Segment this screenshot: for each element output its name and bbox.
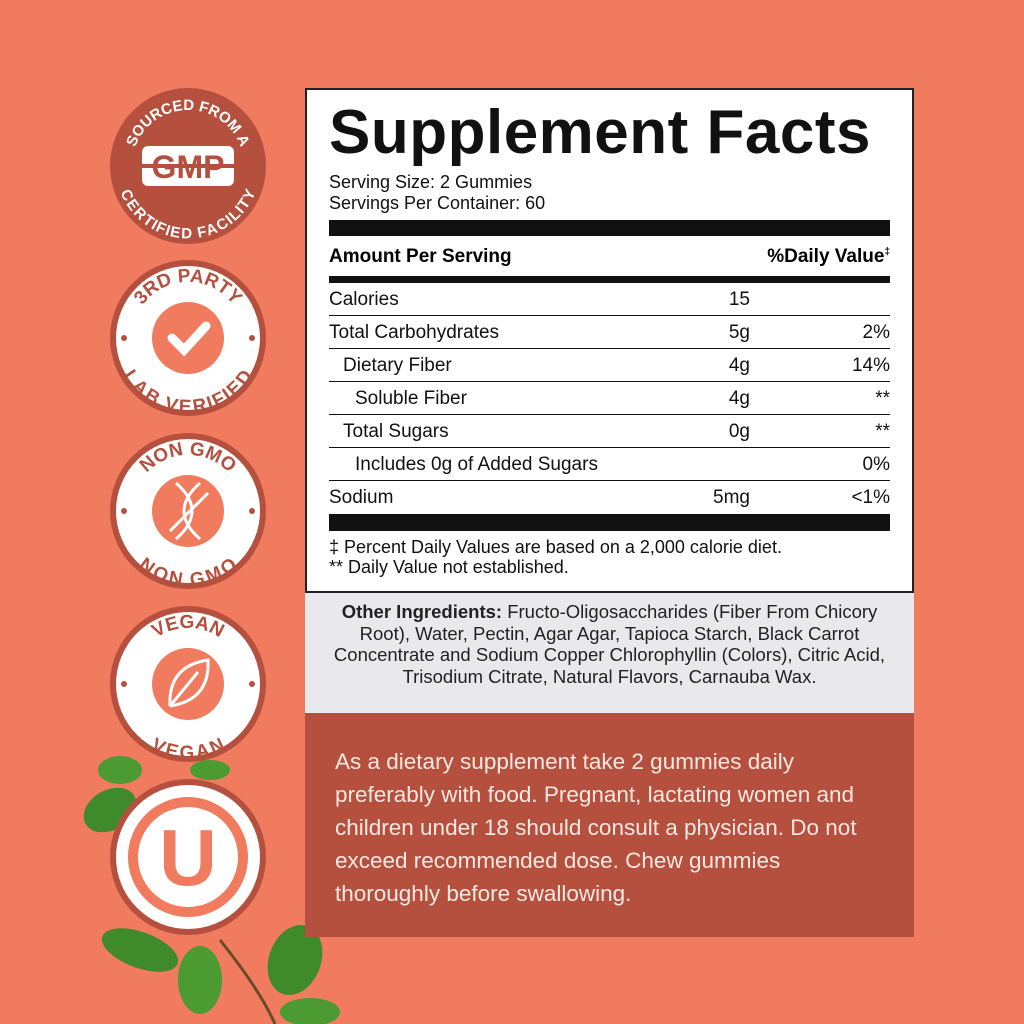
nutrient-name: Includes 0g of Added Sugars bbox=[355, 454, 598, 475]
nutrient-dv: 0% bbox=[862, 454, 890, 475]
nutrient-amount: 5mg bbox=[713, 487, 750, 508]
facts-row: Soluble Fiber 4g ** bbox=[329, 382, 890, 415]
facts-row: Total Carbohydrates 5g 2% bbox=[329, 316, 890, 349]
supplement-facts-panel: Supplement Facts Serving Size: 2 Gummies… bbox=[305, 88, 914, 593]
nutrient-amount: 4g bbox=[728, 355, 750, 376]
vegan-badge: VEGAN VEGAN bbox=[110, 606, 266, 764]
nutrient-dv: ** bbox=[875, 421, 890, 442]
checkmark-icon bbox=[167, 321, 211, 357]
nutrient-name: Total Carbohydrates bbox=[329, 322, 500, 343]
facts-row: Total Sugars 0g ** bbox=[329, 415, 890, 448]
lab-verified-badge: 3RD PARTY LAB VERIFIED bbox=[110, 260, 266, 418]
facts-row: Calories 15 bbox=[329, 283, 890, 316]
nutrient-dv: ** bbox=[875, 388, 890, 409]
nutrient-amount: 0g bbox=[728, 421, 750, 442]
non-gmo-badge: NON GMO NON GMO bbox=[110, 433, 266, 591]
footnote-not-established: ** Daily Value not established. bbox=[329, 557, 569, 577]
nutrient-name: Dietary Fiber bbox=[343, 355, 452, 376]
gmp-text: GMP bbox=[152, 149, 225, 185]
facts-row: Sodium 5mg <1% bbox=[329, 481, 890, 514]
kosher-u-icon: U bbox=[159, 813, 217, 902]
facts-title: Supplement Facts bbox=[329, 98, 871, 167]
nutrient-amount: 4g bbox=[728, 388, 750, 409]
serving-size: Serving Size: 2 Gummies bbox=[329, 172, 533, 192]
divider bbox=[329, 514, 890, 531]
ingredients-text: Fructo-Oligosaccharides (Fiber From Chic… bbox=[333, 601, 886, 687]
dv-mark: ‡ bbox=[884, 246, 890, 258]
footnote-dv: ‡ Percent Daily Values are based on a 2,… bbox=[329, 537, 782, 557]
nutrient-dv: <1% bbox=[851, 487, 890, 508]
nutrient-name: Sodium bbox=[329, 487, 394, 508]
divider bbox=[329, 276, 890, 283]
gmp-badge: SOURCED FROM A CERTIFIED FACILITY GMP bbox=[110, 88, 266, 244]
ingredients-label: Other Ingredients: bbox=[341, 601, 503, 622]
other-ingredients: Other Ingredients: Fructo-Oligosaccharid… bbox=[305, 593, 914, 713]
facts-row: Includes 0g of Added Sugars 0% bbox=[329, 448, 890, 481]
kosher-badge: U bbox=[110, 779, 266, 935]
servings-per-container: Servings Per Container: 60 bbox=[329, 193, 546, 213]
divider bbox=[329, 220, 890, 236]
nutrient-name: Total Sugars bbox=[343, 421, 449, 442]
leaves-decoration bbox=[83, 756, 340, 1024]
leaf-icon bbox=[168, 658, 210, 708]
directions-text: As a dietary supplement take 2 gummies d… bbox=[305, 713, 914, 937]
nutrient-amount: 5g bbox=[728, 322, 750, 343]
crossed-dna-icon bbox=[168, 481, 210, 541]
dv-header: %Daily Value bbox=[767, 246, 885, 267]
nutrient-amount: 15 bbox=[728, 289, 750, 310]
facts-row: Dietary Fiber 4g 14% bbox=[329, 349, 890, 382]
nutrient-dv: 14% bbox=[851, 355, 890, 376]
nutrient-name: Calories bbox=[329, 289, 399, 310]
nutrient-name: Soluble Fiber bbox=[355, 388, 467, 409]
nutrient-dv: 2% bbox=[862, 322, 890, 343]
amount-header: Amount Per Serving bbox=[329, 246, 512, 267]
